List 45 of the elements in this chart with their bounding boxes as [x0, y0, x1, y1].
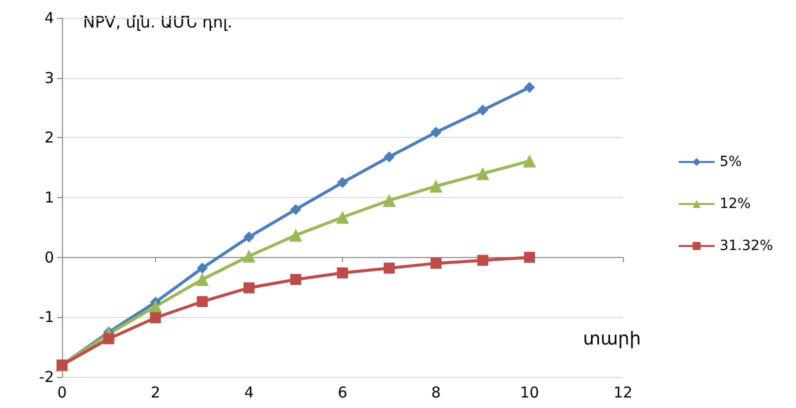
- point: [196, 296, 208, 308]
- y-tick-label: 2: [44, 128, 54, 147]
- point: [244, 231, 254, 242]
- point: [430, 126, 442, 138]
- point: [196, 272, 209, 286]
- point: [290, 204, 302, 215]
- legend-label: 12%: [720, 196, 751, 212]
- point: [242, 250, 256, 263]
- point: [523, 154, 536, 168]
- point: [382, 194, 396, 207]
- legend-label: 31.32%: [720, 238, 774, 254]
- point: [290, 274, 302, 285]
- y-tick-label: 1: [44, 188, 54, 206]
- point: [477, 104, 488, 116]
- point: [477, 254, 488, 266]
- point: [244, 282, 254, 294]
- point: [149, 300, 162, 313]
- point: [384, 262, 395, 274]
- point: [196, 262, 208, 274]
- y-tick-label: -1: [39, 308, 54, 326]
- point: [289, 228, 302, 242]
- point: [384, 151, 395, 162]
- x-tick-label: 2: [150, 384, 160, 402]
- point: [524, 252, 535, 263]
- point: [524, 82, 535, 93]
- y-tick-label: -2: [39, 368, 54, 386]
- x-axis-title: տարի: [583, 328, 641, 350]
- point: [430, 180, 442, 193]
- legend-label: 5%: [720, 154, 742, 170]
- point: [430, 258, 442, 269]
- x-tick-label: 6: [338, 384, 348, 402]
- point: [476, 167, 490, 180]
- point: [336, 210, 349, 224]
- x-tick-label: 12: [613, 384, 633, 402]
- y-tick-label: 3: [44, 68, 54, 87]
- x-tick-label: 8: [431, 384, 441, 402]
- x-tick-label: 0: [57, 384, 67, 402]
- point: [103, 333, 114, 344]
- x-tick-label: 10: [520, 384, 540, 402]
- point: [337, 267, 348, 278]
- y-tick-label: 0: [44, 248, 54, 266]
- point: [150, 312, 161, 324]
- y-tick-label: 4: [44, 9, 54, 27]
- point: [337, 177, 348, 188]
- x-tick-label: 4: [244, 384, 254, 402]
